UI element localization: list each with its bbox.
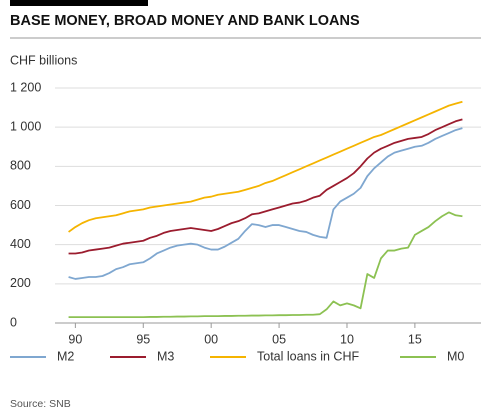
header-bar <box>10 0 148 6</box>
x-tick-label: 05 <box>272 332 286 346</box>
series-line <box>68 118 463 255</box>
legend-label: Total loans in CHF <box>257 349 359 363</box>
y-tick-label: 400 <box>10 237 31 251</box>
y-tick-label: 200 <box>10 276 31 290</box>
legend-label: M2 <box>57 349 74 363</box>
y-axis-label: CHF billions <box>10 53 77 67</box>
legend-label: M3 <box>157 349 174 363</box>
legend-label: M0 <box>447 349 464 363</box>
x-tick-label: 90 <box>68 332 82 346</box>
source: Source: SNB <box>10 398 71 410</box>
series-line <box>68 211 463 319</box>
y-tick-label: 1 200 <box>10 80 41 94</box>
y-tick-label: 0 <box>10 315 17 329</box>
series-line <box>68 127 463 280</box>
y-tick-label: 800 <box>10 159 31 173</box>
x-tick-label: 15 <box>408 332 422 346</box>
x-tick-label: 00 <box>204 332 218 346</box>
chart-title: BASE MONEY, BROAD MONEY AND BANK LOANS <box>10 13 360 29</box>
y-tick-label: 1 000 <box>10 119 41 133</box>
x-tick-label: 95 <box>136 332 150 346</box>
series-line <box>68 100 463 233</box>
y-tick-label: 600 <box>10 198 31 212</box>
x-tick-label: 10 <box>340 332 354 346</box>
